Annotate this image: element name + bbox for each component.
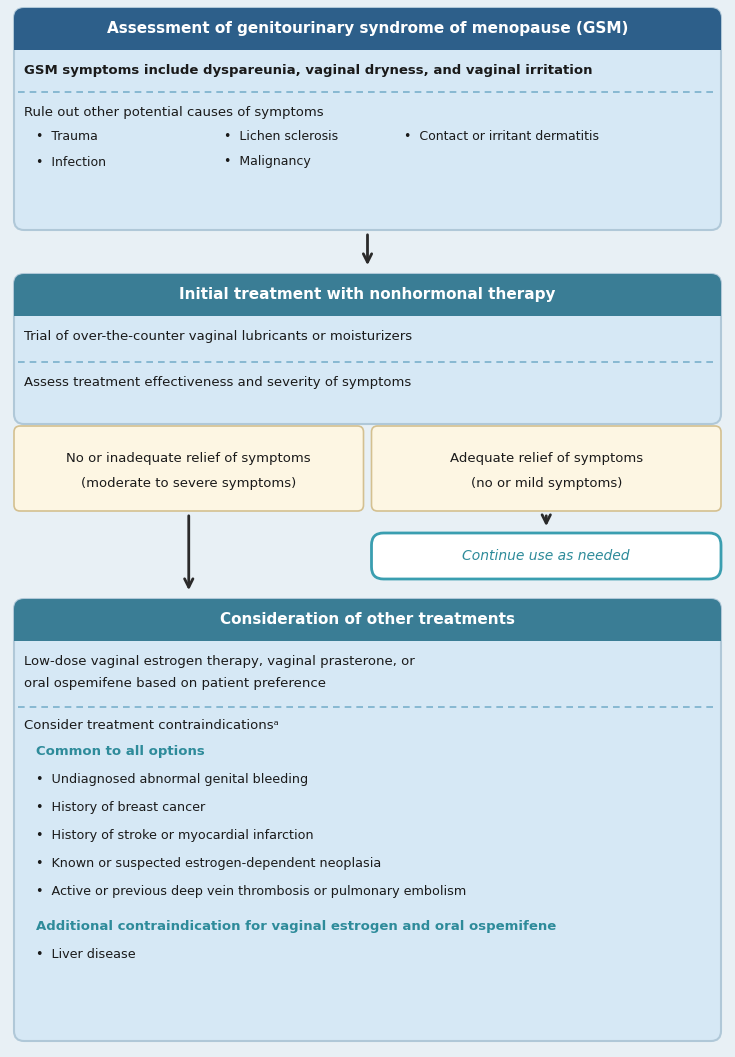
FancyBboxPatch shape xyxy=(14,8,721,50)
FancyBboxPatch shape xyxy=(14,274,721,424)
FancyBboxPatch shape xyxy=(14,38,721,50)
Text: Adequate relief of symptoms: Adequate relief of symptoms xyxy=(450,451,643,465)
Text: Consideration of other treatments: Consideration of other treatments xyxy=(220,612,515,628)
FancyBboxPatch shape xyxy=(14,274,721,316)
FancyBboxPatch shape xyxy=(371,426,721,511)
FancyBboxPatch shape xyxy=(14,629,721,641)
Text: Consider treatment contraindicationsᵃ: Consider treatment contraindicationsᵃ xyxy=(24,719,279,733)
Text: (moderate to severe symptoms): (moderate to severe symptoms) xyxy=(81,478,296,490)
Text: Initial treatment with nonhormonal therapy: Initial treatment with nonhormonal thera… xyxy=(179,288,556,302)
Text: oral ospemifene based on patient preference: oral ospemifene based on patient prefere… xyxy=(24,676,326,690)
FancyBboxPatch shape xyxy=(14,304,721,316)
Text: •  History of breast cancer: • History of breast cancer xyxy=(36,801,205,814)
Text: Additional contraindication for vaginal estrogen and oral ospemifene: Additional contraindication for vaginal … xyxy=(36,920,556,933)
FancyBboxPatch shape xyxy=(14,599,721,1041)
Text: •  Active or previous deep vein thrombosis or pulmonary embolism: • Active or previous deep vein thrombosi… xyxy=(36,885,466,898)
FancyBboxPatch shape xyxy=(14,426,364,511)
Text: •  Undiagnosed abnormal genital bleeding: • Undiagnosed abnormal genital bleeding xyxy=(36,773,308,786)
FancyBboxPatch shape xyxy=(371,533,721,579)
FancyBboxPatch shape xyxy=(14,599,721,641)
Text: Assessment of genitourinary syndrome of menopause (GSM): Assessment of genitourinary syndrome of … xyxy=(107,21,628,37)
Text: GSM symptoms include dyspareunia, vaginal dryness, and vaginal irritation: GSM symptoms include dyspareunia, vagina… xyxy=(24,64,592,77)
Text: No or inadequate relief of symptoms: No or inadequate relief of symptoms xyxy=(66,451,311,465)
Text: Continue use as needed: Continue use as needed xyxy=(462,549,630,563)
Text: •  Contact or irritant dermatitis: • Contact or irritant dermatitis xyxy=(404,130,599,143)
Text: •  Trauma: • Trauma xyxy=(36,130,98,143)
Text: •  Liver disease: • Liver disease xyxy=(36,948,136,961)
Text: (no or mild symptoms): (no or mild symptoms) xyxy=(470,478,622,490)
Text: Low-dose vaginal estrogen therapy, vaginal prasterone, or: Low-dose vaginal estrogen therapy, vagin… xyxy=(24,655,415,668)
Text: •  Known or suspected estrogen-dependent neoplasia: • Known or suspected estrogen-dependent … xyxy=(36,857,381,870)
Text: •  Malignancy: • Malignancy xyxy=(224,155,311,168)
Text: •  History of stroke or myocardial infarction: • History of stroke or myocardial infarc… xyxy=(36,829,314,842)
FancyBboxPatch shape xyxy=(14,8,721,230)
Text: Trial of over-the-counter vaginal lubricants or moisturizers: Trial of over-the-counter vaginal lubric… xyxy=(24,330,412,344)
Text: Common to all options: Common to all options xyxy=(36,745,205,758)
Text: •  Infection: • Infection xyxy=(36,155,106,168)
Text: Rule out other potential causes of symptoms: Rule out other potential causes of sympt… xyxy=(24,106,323,119)
Text: •  Lichen sclerosis: • Lichen sclerosis xyxy=(224,130,338,143)
Text: Assess treatment effectiveness and severity of symptoms: Assess treatment effectiveness and sever… xyxy=(24,376,412,389)
